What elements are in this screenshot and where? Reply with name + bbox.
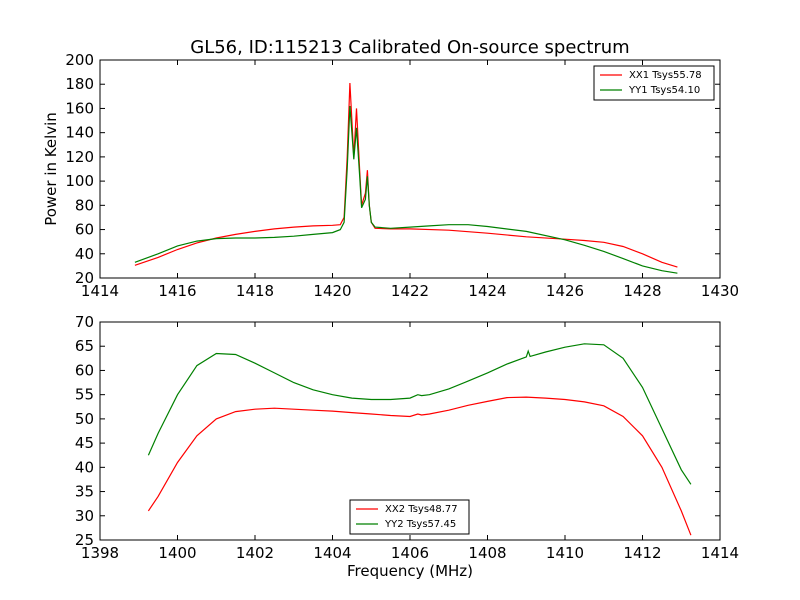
bottom-legend-label-yy2: YY2 Tsys57.45 (384, 519, 456, 530)
top-ticks-group: 1414 1416 1418 1420 1422 1424 1426 1428 1430 20 40… (65, 51, 739, 300)
bottom-y-tick-label-6: 55 (75, 386, 94, 404)
top-series-line-0 (134, 82, 678, 268)
bottom-y-tick-label-0: 25 (75, 531, 94, 549)
bottom-x-tick-label-5: 1408 (468, 544, 506, 562)
bottom-y-tick-label-4: 45 (75, 434, 94, 452)
bottom-series-group (147, 343, 692, 536)
bottom-y-tick-label-7: 60 (75, 361, 94, 379)
chart-title: GL56, ID:115213 Calibrated On-source spe… (190, 37, 629, 58)
top-x-tick-label-3: 1420 (313, 282, 351, 300)
top-x-tick-label-1: 1416 (158, 282, 196, 300)
top-y-tick-label-3: 80 (75, 196, 94, 214)
bottom-series-line-1 (147, 343, 692, 485)
top-x-tick-label-8: 1430 (701, 282, 739, 300)
top-y-tick-label-1: 40 (75, 245, 94, 263)
bottom-x-tick-label-6: 1410 (546, 544, 584, 562)
top-legend-label-yy1: YY1 Tsys54.10 (628, 85, 700, 96)
top-legend-box (593, 65, 715, 101)
top-y-tick-label-9: 200 (65, 51, 94, 69)
top-y-tick-label-0: 20 (75, 269, 94, 287)
bottom-x-tick-label-1: 1400 (158, 544, 196, 562)
bottom-y-tick-label-8: 65 (75, 337, 94, 355)
top-legend-label-xx1: XX1 Tsys55.78 (629, 70, 702, 81)
top-legend: XX1 Tsys55.78 YY1 Tsys54.10 (593, 65, 715, 101)
top-series-group (134, 82, 678, 274)
bottom-y-tick-label-1: 30 (75, 507, 94, 525)
top-x-tick-label-2: 1418 (236, 282, 274, 300)
bottom-x-tick-label-8: 1414 (701, 544, 739, 562)
top-y-tick-label-6: 140 (65, 124, 94, 142)
top-y-tick-label-8: 180 (65, 75, 94, 93)
bottom-y-tick-label-9: 70 (75, 313, 94, 331)
top-x-tick-label-4: 1422 (391, 282, 429, 300)
bottom-y-tick-label-3: 40 (75, 458, 94, 476)
top-y-axis-label: Power in Kelvin (42, 112, 60, 226)
top-y-tick-label-5: 120 (65, 148, 94, 166)
top-y-tick-label-2: 60 (75, 221, 94, 239)
bottom-x-tick-label-3: 1404 (313, 544, 351, 562)
top-x-tick-label-6: 1426 (546, 282, 584, 300)
top-x-tick-label-0: 1414 (81, 282, 119, 300)
bottom-legend-label-xx2: XX2 Tsys48.77 (385, 504, 458, 515)
bottom-x-tick-label-0: 1398 (81, 544, 119, 562)
bottom-ticks-group: 1398 1400 1402 1404 1406 1408 1410 1412 1414 25 30… (75, 313, 739, 562)
top-x-tick-label-7: 1428 (623, 282, 661, 300)
top-x-tick-label-5: 1424 (468, 282, 506, 300)
bottom-legend-box (349, 499, 470, 535)
bottom-x-axis-label: Frequency (MHz) (347, 562, 473, 580)
bottom-x-tick-label-7: 1412 (623, 544, 661, 562)
bottom-x-tick-label-2: 1402 (236, 544, 274, 562)
bottom-panel: 1398 1400 1402 1404 1406 1408 1410 1412 1414 25 30… (75, 313, 739, 580)
top-panel: 1414 1416 1418 1420 1422 1424 1426 1428 1430 20 40… (42, 51, 739, 300)
bottom-y-tick-label-5: 50 (75, 410, 94, 428)
bottom-x-tick-label-4: 1406 (391, 544, 429, 562)
bottom-legend: XX2 Tsys48.77 YY2 Tsys57.45 (349, 499, 470, 535)
top-y-tick-label-4: 100 (65, 172, 94, 190)
bottom-y-tick-label-2: 35 (75, 483, 94, 501)
top-series-line-1 (134, 105, 678, 274)
bottom-series-line-0 (147, 396, 692, 536)
top-y-tick-label-7: 160 (65, 99, 94, 117)
